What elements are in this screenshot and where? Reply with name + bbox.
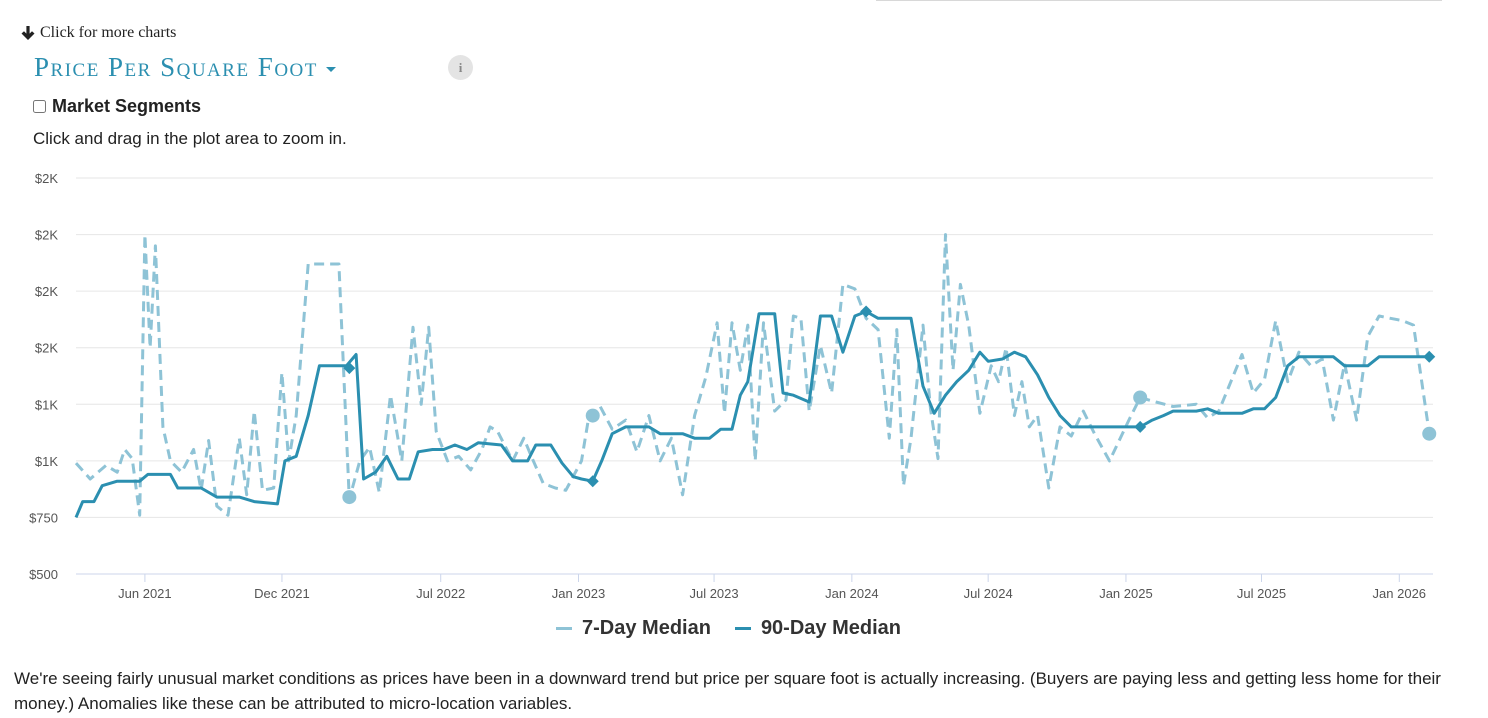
y-tick-label: $2K	[35, 228, 58, 243]
legend-swatch-7day	[556, 627, 572, 630]
legend-swatch-90day	[734, 627, 751, 630]
data-point-7day	[1422, 426, 1437, 441]
y-tick-label: $2K	[35, 341, 58, 356]
series-line-90day	[74, 310, 1430, 518]
info-icon[interactable]: i	[448, 55, 473, 80]
top-divider	[876, 0, 1442, 1]
market-segments-toggle: Market Segments	[33, 96, 201, 117]
y-tick-label: $2K	[35, 284, 58, 299]
data-point-90day	[1134, 420, 1147, 433]
more-charts-link[interactable]: Click for more charts	[20, 24, 176, 42]
legend-label-90day: 90-Day Median	[760, 617, 901, 639]
x-tick-label: Jan 2023	[552, 586, 606, 601]
x-tick-label: Jul 2023	[689, 586, 738, 601]
market-segments-checkbox[interactable]	[33, 100, 46, 113]
y-tick-label: $1K	[35, 397, 58, 412]
chart-legend: 7-Day Median 90-Day Median	[556, 617, 901, 640]
chart-title-dropdown[interactable]: Price Per Square Foot	[34, 52, 336, 83]
legend-item-90day[interactable]: 90-Day Median	[734, 617, 901, 640]
data-point-7day	[1133, 390, 1148, 405]
chart-title: Price Per Square Foot	[34, 52, 318, 82]
x-tick-label: Dec 2021	[254, 586, 310, 601]
data-point-90day	[1423, 350, 1436, 363]
x-tick-label: Jan 2024	[825, 586, 879, 601]
data-point-90day	[343, 362, 356, 375]
arrow-down-icon	[21, 26, 35, 40]
x-tick-label: Jan 2025	[1099, 586, 1153, 601]
zoom-hint: Click and drag in the plot area to zoom …	[33, 129, 347, 148]
market-note: We're seeing fairly unusual market condi…	[14, 669, 1441, 713]
x-tick-label: Jan 2026	[1373, 586, 1427, 601]
more-charts-label: Click for more charts	[40, 24, 177, 41]
caret-down-icon	[325, 67, 336, 72]
data-point-7day	[585, 408, 600, 423]
legend-item-7day[interactable]: 7-Day Median	[556, 617, 711, 640]
x-tick-label: Jul 2024	[964, 586, 1013, 601]
y-tick-label: $500	[29, 567, 58, 582]
info-glyph: i	[458, 59, 463, 75]
x-tick-label: Jul 2025	[1237, 586, 1286, 601]
data-point-7day	[342, 490, 357, 505]
market-segments-label[interactable]: Market Segments	[52, 96, 202, 116]
y-tick-label: $750	[29, 510, 58, 525]
x-tick-label: Jun 2021	[118, 586, 172, 601]
data-point-90day	[586, 475, 599, 488]
x-tick-label: Jul 2022	[416, 586, 465, 601]
series-line-7day	[74, 233, 1431, 517]
data-point-90day	[860, 305, 873, 318]
legend-label-7day: 7-Day Median	[582, 617, 711, 639]
y-tick-label: $2K	[35, 171, 58, 186]
y-tick-label: $1K	[35, 454, 58, 469]
price-per-sqft-chart[interactable]: $500 $750 $1K $1K $2K $2K $2K $2K Jun 2021 Dec 20…	[0, 160, 1488, 610]
